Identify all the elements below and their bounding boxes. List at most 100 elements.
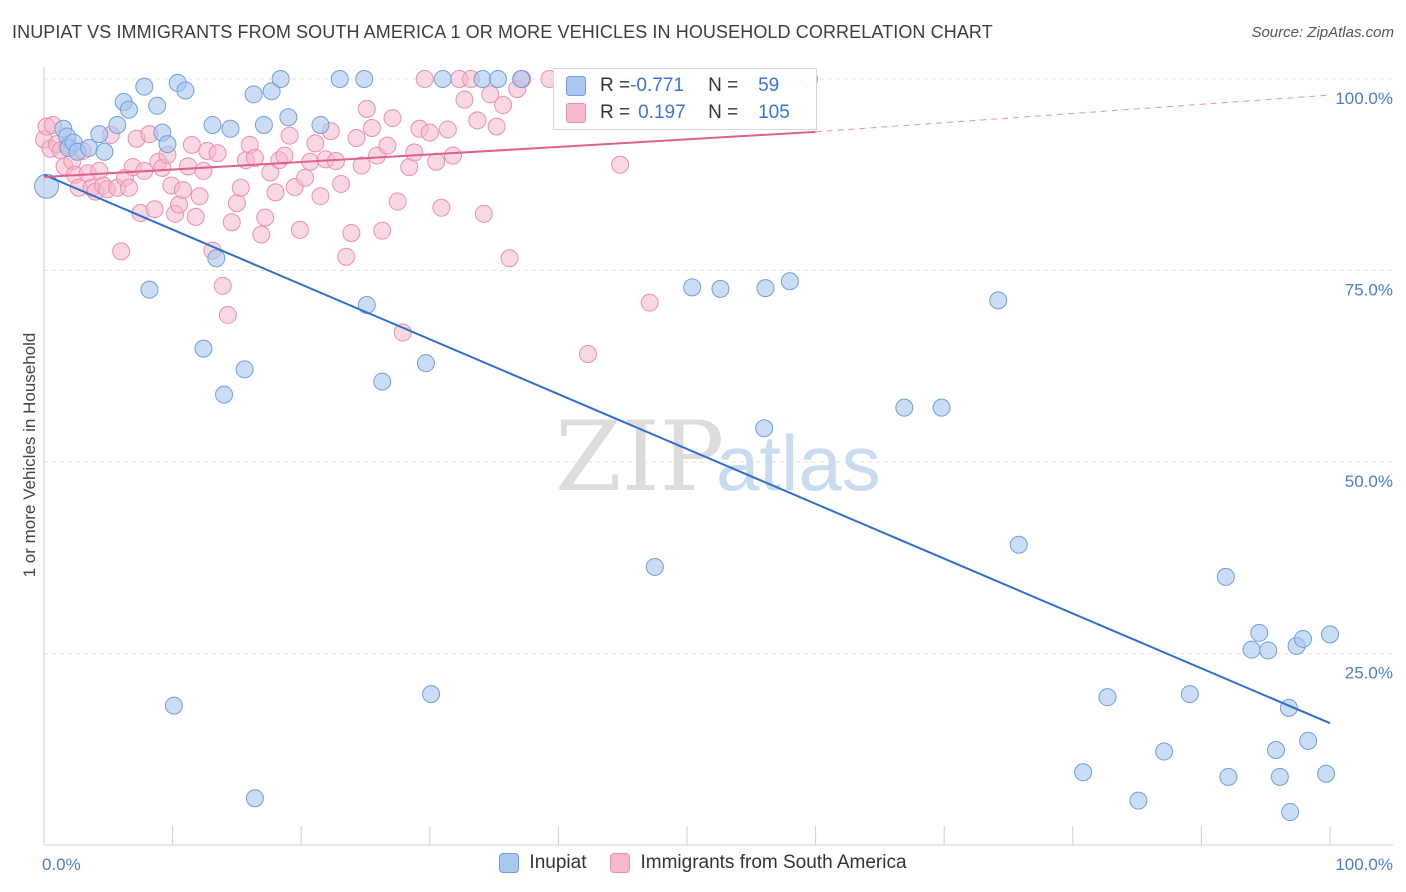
- legend-r-label: R =: [600, 75, 631, 96]
- point-inupiat: [119, 100, 138, 119]
- trendline-immigrants-extension: [815, 94, 1331, 133]
- y-tick-label: 75.0%: [1345, 281, 1393, 300]
- point-inupiat: [756, 279, 775, 298]
- point-inupiat: [895, 398, 914, 417]
- watermark: ZIP atlas: [555, 401, 881, 513]
- point-inupiat: [271, 70, 290, 88]
- point-immigrants: [213, 276, 232, 295]
- point-immigrants: [455, 90, 474, 109]
- point-immigrants: [208, 144, 227, 163]
- point-immigrants: [640, 293, 659, 312]
- legend-row-inupiat: R = -0.771 N = 59: [566, 73, 779, 99]
- legend-r-label: R =: [600, 102, 631, 123]
- point-inupiat: [512, 70, 531, 88]
- y-axis-label: 1 or more Vehicles in Household: [20, 333, 39, 578]
- point-immigrants: [222, 213, 241, 232]
- trendline-inupiat: [43, 173, 1331, 725]
- point-immigrants: [245, 148, 264, 167]
- point-inupiat: [164, 696, 183, 715]
- point-immigrants: [290, 220, 309, 239]
- point-immigrants: [173, 181, 192, 200]
- point-inupiat: [1266, 741, 1285, 760]
- point-immigrants: [182, 135, 201, 154]
- point-immigrants: [357, 99, 376, 118]
- point-inupiat: [135, 77, 154, 96]
- point-immigrants: [611, 155, 630, 174]
- point-inupiat: [1270, 767, 1289, 786]
- point-inupiat: [1180, 685, 1199, 704]
- legend-swatch-immigrants: [566, 103, 586, 123]
- point-immigrants: [432, 198, 451, 217]
- point-inupiat: [1216, 567, 1235, 586]
- point-inupiat: [279, 108, 298, 127]
- point-immigrants: [179, 157, 198, 176]
- point-immigrants: [427, 152, 446, 171]
- point-inupiat: [711, 279, 730, 298]
- legend-swatch-inupiat: [566, 76, 586, 96]
- point-immigrants: [252, 225, 271, 244]
- point-inupiat: [1293, 629, 1312, 648]
- point-inupiat: [1317, 764, 1336, 783]
- point-inupiat: [1321, 625, 1339, 644]
- stats-legend: R = -0.771 N = 59 R = 0.197 N = 105: [553, 68, 817, 130]
- point-inupiat: [1129, 791, 1148, 810]
- point-inupiat: [1155, 742, 1174, 761]
- point-inupiat: [95, 142, 114, 161]
- point-inupiat: [1259, 641, 1278, 660]
- legend-n-value: 105: [758, 102, 790, 123]
- legend-label-inupiat: Inupiat: [529, 852, 587, 873]
- x-tick-label: 100.0%: [1335, 855, 1393, 874]
- point-immigrants: [145, 200, 164, 219]
- point-immigrants: [494, 96, 513, 115]
- point-immigrants: [342, 223, 361, 242]
- point-inupiat: [158, 135, 177, 154]
- point-immigrants: [373, 221, 392, 240]
- point-immigrants: [218, 305, 237, 324]
- point-immigrants: [275, 146, 294, 165]
- trend-lines: [43, 94, 1331, 725]
- legend-row-immigrants: R = 0.197 N = 105: [566, 100, 790, 126]
- point-inupiat: [215, 385, 234, 404]
- point-inupiat: [1250, 623, 1269, 642]
- point-inupiat: [1098, 688, 1117, 707]
- point-immigrants: [420, 123, 439, 142]
- series-inupiat-points: [34, 70, 1339, 822]
- watermark-zip: ZIP: [555, 401, 724, 513]
- point-inupiat: [148, 96, 167, 115]
- point-immigrants: [500, 249, 519, 268]
- legend-n-label: N =: [708, 75, 739, 96]
- point-immigrants: [388, 192, 407, 211]
- legend-n-label: N =: [708, 102, 739, 123]
- point-immigrants: [256, 208, 275, 227]
- point-inupiat: [780, 272, 799, 291]
- point-inupiat: [932, 398, 951, 417]
- point-inupiat: [235, 360, 254, 379]
- point-inupiat: [683, 278, 702, 297]
- point-immigrants: [405, 143, 424, 162]
- point-immigrants: [481, 85, 500, 104]
- point-immigrants: [578, 344, 597, 363]
- point-immigrants: [337, 247, 356, 266]
- point-inupiat: [203, 115, 222, 134]
- point-inupiat: [140, 280, 159, 299]
- point-inupiat: [90, 125, 109, 144]
- legend-r-value: -0.771: [630, 75, 684, 96]
- legend-item-inupiat[interactable]: Inupiat: [499, 852, 586, 874]
- watermark-atlas: atlas: [716, 419, 881, 507]
- point-immigrants: [378, 136, 397, 155]
- legend-item-immigrants[interactable]: Immigrants from South America: [610, 852, 907, 874]
- point-inupiat: [1009, 535, 1028, 554]
- point-inupiat: [1074, 763, 1093, 782]
- y-tick-label: 25.0%: [1345, 664, 1393, 683]
- point-inupiat: [416, 354, 435, 373]
- point-inupiat: [221, 119, 240, 138]
- point-inupiat: [645, 557, 664, 576]
- point-inupiat: [373, 372, 392, 391]
- point-inupiat: [422, 685, 441, 704]
- point-immigrants: [443, 146, 462, 165]
- point-immigrants: [383, 109, 402, 128]
- point-inupiat: [311, 115, 330, 134]
- tick-labels: 25.0% 50.0% 75.0% 100.0% 0.0% 100.0%: [42, 89, 1393, 874]
- point-immigrants: [186, 207, 205, 226]
- point-inupiat: [755, 419, 774, 438]
